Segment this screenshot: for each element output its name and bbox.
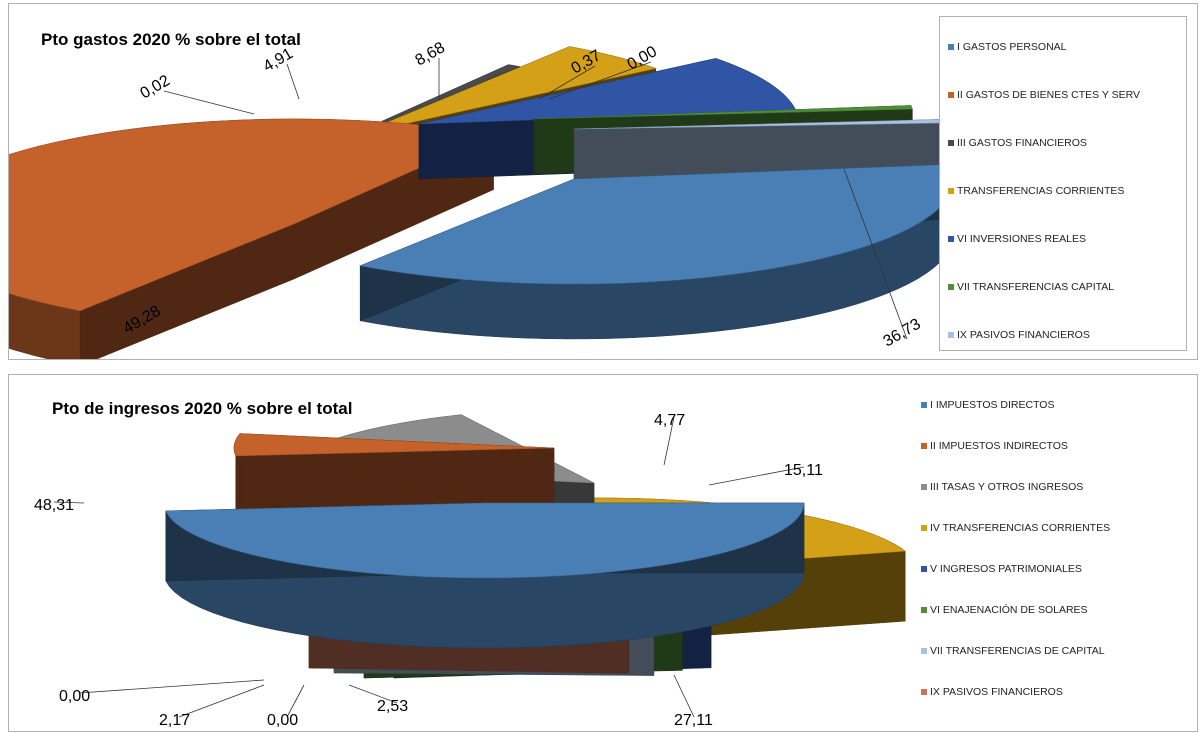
legend-label: III TASAS Y OTROS INGRESOS: [930, 481, 1135, 493]
legend-label: VII TRANSFERENCIAS CAPITAL: [957, 281, 1162, 293]
data-label: 15,11: [784, 462, 823, 479]
legend-swatch: [921, 648, 927, 654]
data-label: 8,68: [413, 39, 449, 69]
legend-swatch: [921, 607, 927, 613]
legend-item: II GASTOS DE BIENES CTES Y SERV: [948, 89, 1162, 101]
legend-swatch: [921, 402, 927, 408]
legend-swatch: [948, 236, 954, 242]
legend-item: VI ENAJENACIÓN DE SOLARES: [921, 604, 1135, 616]
leader-line: [164, 91, 254, 114]
legend-item: I GASTOS PERSONAL: [948, 41, 1162, 53]
pie-slice: [166, 503, 804, 648]
data-label: 2,53: [377, 698, 408, 715]
legend-swatch: [921, 443, 927, 449]
leader-line: [79, 680, 264, 693]
legend-label: VII TRANSFERENCIAS DE CAPITAL: [930, 645, 1135, 657]
legend-label: IX PASIVOS FINANCIEROS: [930, 686, 1135, 698]
data-label: 27,11: [674, 712, 713, 729]
legend-item: V INGRESOS PATRIMONIALES: [921, 563, 1135, 575]
legend-label: II GASTOS DE BIENES CTES Y SERV: [957, 89, 1162, 101]
leader-line: [179, 685, 264, 717]
legend-item: II IMPUESTOS INDIRECTOS: [921, 440, 1135, 452]
leader-line: [287, 64, 299, 99]
legend-item: III TASAS Y OTROS INGRESOS: [921, 481, 1135, 493]
ingresos-legend: I IMPUESTOS DIRECTOS II IMPUESTOS INDIREC…: [921, 375, 1191, 731]
legend-swatch: [948, 44, 954, 50]
legend-item: VI INVERSIONES REALES: [948, 233, 1162, 245]
legend-swatch: [948, 140, 954, 146]
legend-label: II IMPUESTOS INDIRECTOS: [930, 440, 1135, 452]
legend-swatch: [948, 188, 954, 194]
legend-item: III GASTOS FINANCIEROS: [948, 137, 1162, 149]
legend-swatch: [948, 92, 954, 98]
legend-item: IX PASIVOS FINANCIEROS: [948, 329, 1162, 341]
legend-item: VII TRANSFERENCIAS DE CAPITAL: [921, 645, 1135, 657]
legend-label: V INGRESOS PATRIMONIALES: [930, 563, 1135, 575]
legend-swatch: [921, 525, 927, 531]
legend-swatch: [921, 689, 927, 695]
legend-swatch: [921, 566, 927, 572]
legend-label: VI ENAJENACIÓN DE SOLARES: [930, 604, 1135, 616]
legend-label: VI INVERSIONES REALES: [957, 233, 1162, 245]
legend-label: TRANSFERENCIAS CORRIENTES: [957, 185, 1162, 197]
data-label: 4,77: [654, 412, 685, 429]
gastos-legend: I GASTOS PERSONAL II GASTOS DE BIENES CTE…: [939, 16, 1187, 351]
data-label: 2,17: [159, 712, 190, 729]
legend-item: IV TRANSFERENCIAS CORRIENTES: [921, 522, 1135, 534]
legend-label: III GASTOS FINANCIEROS: [957, 137, 1162, 149]
ingresos-chart-title: Pto de ingresos 2020 % sobre el total: [52, 399, 352, 419]
data-label: 0,00: [59, 688, 90, 705]
legend-label: IV TRANSFERENCIAS CORRIENTES: [930, 522, 1135, 534]
legend-item: I IMPUESTOS DIRECTOS: [921, 399, 1135, 411]
legend-label: I GASTOS PERSONAL: [957, 41, 1162, 53]
gastos-chart-panel: 36,73 49,28 0,02 4,91 8,68 0,37 0,00 Pto gasto…: [8, 3, 1198, 360]
ingresos-chart-panel: 48,31 4,77 15,11 27,11 2,53 0,00 2,17 0,00 Pto …: [8, 374, 1198, 732]
gastos-chart-title: Pto gastos 2020 % sobre el total: [41, 30, 301, 50]
legend-label: IX PASIVOS FINANCIEROS: [957, 329, 1162, 341]
legend-item: VII TRANSFERENCIAS CAPITAL: [948, 281, 1162, 293]
data-label: 36,73: [881, 316, 924, 351]
legend-swatch: [921, 484, 927, 490]
leader-line: [674, 675, 694, 717]
legend-item: TRANSFERENCIAS CORRIENTES: [948, 185, 1162, 197]
legend-label: I IMPUESTOS DIRECTOS: [930, 399, 1135, 411]
data-label: 48,31: [34, 497, 74, 514]
legend-swatch: [948, 332, 954, 338]
data-label: 0,00: [267, 712, 298, 729]
legend-swatch: [948, 284, 954, 290]
legend-item: IX PASIVOS FINANCIEROS: [921, 686, 1135, 698]
data-label: 0,02: [138, 72, 174, 102]
